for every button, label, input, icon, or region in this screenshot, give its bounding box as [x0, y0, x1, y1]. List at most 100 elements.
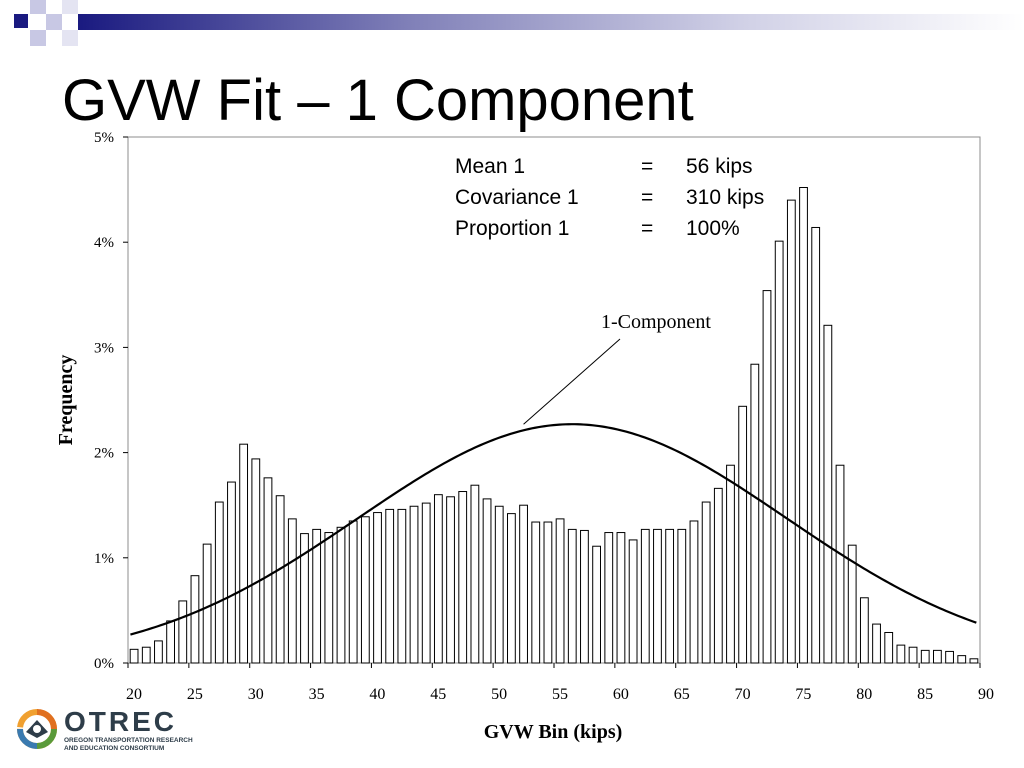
histogram-bar — [154, 640, 163, 664]
histogram-bar — [945, 650, 954, 664]
series-line-1-component — [130, 423, 977, 636]
histogram-bar — [507, 513, 516, 664]
histogram-bar — [129, 648, 139, 664]
histogram-bar — [494, 505, 504, 664]
x-tick-label: 70 — [735, 686, 751, 703]
histogram-bar — [312, 528, 322, 664]
histogram-bar — [713, 487, 723, 664]
histogram-bar — [750, 363, 760, 664]
annotation-leader-line — [523, 338, 621, 425]
histogram-bar — [543, 521, 553, 664]
stat-label: Covariance 1 — [455, 186, 579, 209]
logo-subtitle-2: AND EDUCATION CONSORTIUM — [64, 745, 165, 752]
histogram-bar — [214, 501, 224, 664]
logo-name: OTREC — [64, 706, 177, 737]
histogram-bar — [811, 226, 821, 664]
x-tick-label: 60 — [613, 686, 629, 703]
histogram-bar — [665, 528, 675, 664]
y-axis-title: Frequency — [55, 355, 77, 446]
histogram-bar — [957, 655, 967, 664]
histogram-bar — [300, 533, 309, 664]
y-tick-label: 3% — [94, 340, 114, 356]
histogram-bar — [190, 575, 200, 664]
histogram-bar — [580, 529, 589, 664]
stat-value: 310 kips — [686, 186, 765, 209]
histogram-bar — [166, 620, 175, 664]
stat-value: 56 kips — [686, 155, 753, 178]
x-tick-label: 35 — [309, 686, 325, 703]
histogram-bar — [677, 528, 687, 664]
histogram-bar — [616, 532, 626, 664]
slide-title: GVW Fit – 1 Component — [62, 68, 694, 133]
histogram-bar — [336, 526, 346, 664]
histogram-bar — [933, 649, 942, 664]
histogram-bar — [555, 518, 565, 664]
histogram-bar — [470, 484, 480, 664]
x-tick-label: 90 — [978, 686, 994, 703]
x-tick-label: 20 — [126, 686, 142, 703]
stat-value: 100% — [686, 217, 740, 240]
histogram-bar — [385, 508, 395, 664]
histogram-bar — [531, 521, 541, 664]
histogram-bar — [908, 646, 918, 664]
x-tick-label: 40 — [369, 686, 385, 703]
stat-equals: = — [641, 217, 654, 240]
histogram-bar — [239, 443, 249, 664]
x-tick-label: 75 — [795, 686, 811, 703]
histogram-bar — [251, 458, 261, 664]
logo-text: OTREC OREGON TRANSPORTATION RESEARCH AND… — [64, 707, 193, 753]
histogram-bar — [348, 520, 358, 664]
x-tick-label: 30 — [248, 686, 264, 703]
x-tick-label: 25 — [187, 686, 203, 703]
histogram-bar — [604, 532, 614, 664]
x-tick-label: 85 — [917, 686, 933, 703]
histogram-bar — [859, 597, 869, 664]
histogram-bar — [896, 644, 906, 664]
histogram-bar — [433, 494, 443, 664]
histogram-bar — [409, 505, 419, 664]
histogram-bar — [397, 508, 407, 664]
histogram-bar — [847, 544, 857, 664]
y-tick-label: 5% — [94, 130, 114, 146]
histogram-bar — [178, 600, 188, 664]
histogram-bar — [567, 528, 577, 664]
logo-subtitle-1: OREGON TRANSPORTATION RESEARCH — [64, 737, 193, 744]
y-tick-label: 0% — [94, 656, 114, 672]
histogram-bar — [786, 199, 796, 664]
histogram-bar — [324, 532, 334, 664]
x-tick-label: 45 — [430, 686, 446, 703]
histogram-bar — [421, 502, 431, 664]
histogram-bar — [275, 495, 285, 664]
stat-label: Proportion 1 — [455, 217, 570, 240]
histogram-bar — [263, 477, 273, 664]
histogram-bar — [823, 324, 833, 664]
histogram-bar — [446, 496, 455, 664]
histogram-bar — [701, 501, 711, 664]
histogram-bar — [360, 516, 370, 664]
histogram-bar — [799, 186, 808, 664]
histogram-bar — [969, 658, 979, 664]
y-tick-label: 1% — [94, 551, 114, 567]
histogram-bar — [774, 240, 784, 664]
header-decoration — [0, 0, 1024, 46]
histogram-bar — [920, 649, 930, 664]
otrec-logo: OTREC OREGON TRANSPORTATION RESEARCH AND… — [16, 707, 196, 752]
x-tick-label: 50 — [491, 686, 507, 703]
stat-equals: = — [641, 155, 654, 178]
histogram-bar — [738, 405, 748, 664]
annotation-label: 1-Component — [601, 311, 711, 333]
histogram-bar — [519, 504, 528, 664]
x-tick-label: 80 — [856, 686, 872, 703]
histogram-bar — [628, 539, 638, 664]
histogram-bar — [458, 491, 468, 664]
histogram-bar — [592, 545, 601, 664]
histogram-bar — [202, 543, 212, 664]
histogram-bar — [653, 528, 662, 664]
stat-equals: = — [641, 186, 654, 209]
histogram-bar — [227, 481, 236, 664]
histogram-bar — [287, 518, 297, 664]
histogram-bar — [482, 498, 492, 664]
histogram-bar — [726, 464, 735, 664]
x-tick-label: 55 — [552, 686, 568, 703]
